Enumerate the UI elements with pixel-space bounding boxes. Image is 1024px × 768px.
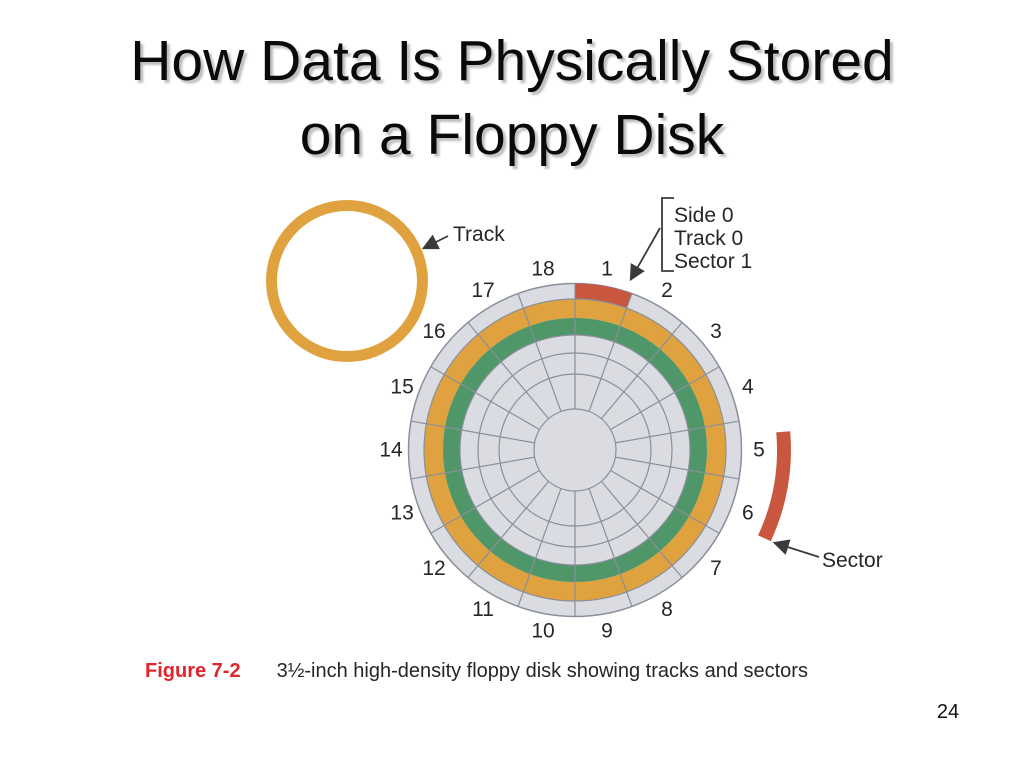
sector-divider (517, 488, 562, 607)
disk-hub (533, 408, 617, 492)
figure-caption: Figure 7-2 3½-inch high-density floppy di… (145, 660, 808, 683)
highlighted-sector (575, 283, 632, 309)
sector-divider (410, 420, 535, 444)
sector-divider (610, 469, 720, 534)
sector-number-14: 14 (379, 439, 403, 462)
sector-number-1: 1 (601, 257, 613, 280)
callout-side: Side 0 (674, 204, 734, 227)
page-number: 24 (936, 701, 960, 723)
sector-divider (430, 366, 540, 431)
sector-number-2: 2 (661, 279, 673, 302)
sector-number-6: 6 (742, 501, 754, 524)
figure-caption-text: 3½-inch high-density floppy disk showing… (276, 660, 808, 682)
sector-number-9: 9 (601, 620, 613, 643)
sector-arrow (772, 539, 820, 558)
slide-title: How Data Is Physically Stored on a Flopp… (0, 24, 1024, 172)
sector-divider (517, 293, 562, 412)
sector-number-15: 15 (390, 376, 413, 399)
callout-arrow (629, 227, 661, 282)
sector-divider (615, 456, 740, 480)
callout-track: Track 0 (674, 227, 743, 250)
sector-number-18: 18 (531, 257, 554, 280)
sector-arc (758, 431, 791, 542)
slide-title-line2: on a Floppy Disk (299, 103, 725, 167)
sector-divider (467, 322, 550, 419)
sector-number-11: 11 (472, 598, 494, 621)
sector-divider (588, 488, 633, 607)
sector-number-17: 17 (471, 279, 494, 302)
sector-divider (410, 456, 535, 480)
track-label: Track (453, 223, 505, 246)
figure-caption-label: Figure 7-2 (145, 660, 241, 682)
sector-number-3: 3 (710, 320, 722, 343)
track-ring-illustration (266, 200, 428, 362)
sector-divider (600, 481, 683, 578)
sector-number-4: 4 (742, 376, 754, 399)
sector-number-10: 10 (531, 620, 554, 643)
sector-number-12: 12 (422, 557, 445, 580)
track-arrow (421, 234, 449, 250)
sector-number-7: 7 (710, 557, 722, 580)
sector-divider (600, 322, 683, 419)
sector-divider (467, 481, 550, 578)
slide-title-line1: How Data Is Physically Stored (130, 29, 894, 93)
sector-number-8: 8 (661, 598, 673, 621)
sector-divider (610, 366, 720, 431)
callout-bracket (661, 197, 674, 272)
sector-divider (588, 293, 633, 412)
sector-number-5: 5 (753, 439, 765, 462)
sector-number-13: 13 (390, 501, 413, 524)
sector-divider (615, 420, 740, 444)
callout-sector: Sector 1 (674, 250, 752, 273)
sector-label: Sector (822, 549, 883, 572)
sector-number-16: 16 (422, 320, 445, 343)
sector-divider (430, 469, 540, 534)
